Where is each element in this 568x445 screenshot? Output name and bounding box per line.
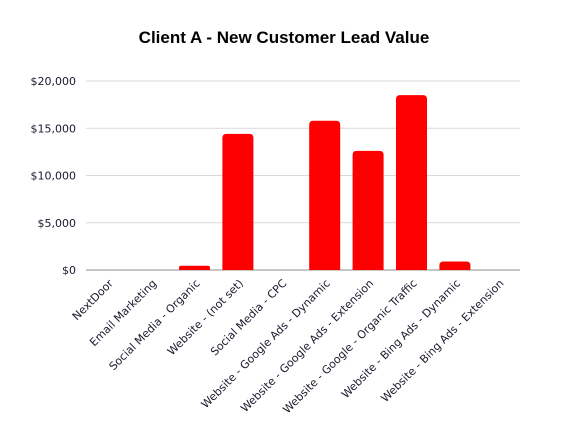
- y-tick-label: $10,000: [31, 170, 77, 183]
- y-tick-label: $5,000: [38, 217, 77, 230]
- x-tick-label: Social Media - CPC: [208, 277, 290, 359]
- bar: [352, 150, 384, 270]
- y-tick-label: $15,000: [31, 122, 77, 135]
- x-tick-label: NextDoor: [70, 277, 116, 323]
- bar: [222, 133, 254, 270]
- y-tick-label: $0: [62, 264, 76, 277]
- bar: [396, 95, 427, 270]
- bar: [309, 120, 341, 270]
- chart-title: Client A - New Customer Lead Value: [138, 28, 430, 47]
- bar: [179, 265, 210, 270]
- bar: [439, 261, 471, 270]
- x-tick-label: Website - (not set): [165, 277, 246, 358]
- y-tick-label: $20,000: [31, 75, 77, 88]
